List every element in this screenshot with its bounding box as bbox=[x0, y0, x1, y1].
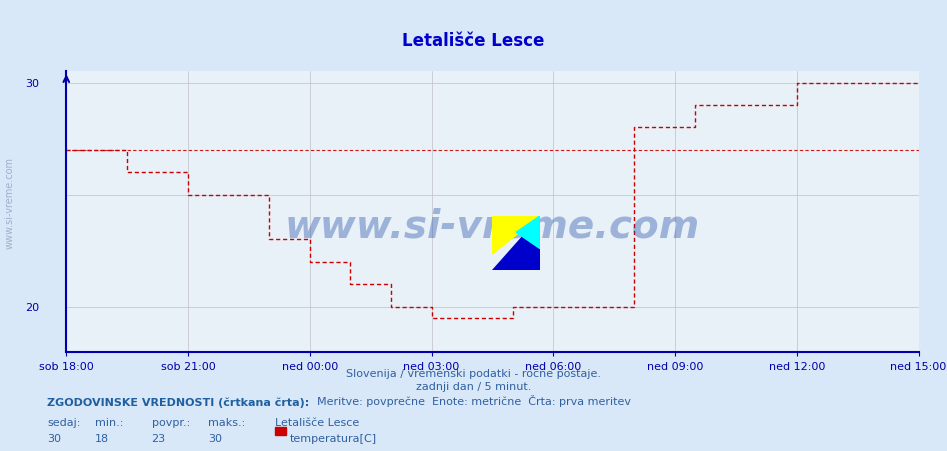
Text: zadnji dan / 5 minut.: zadnji dan / 5 minut. bbox=[416, 381, 531, 391]
Text: min.:: min.: bbox=[95, 417, 123, 427]
Text: Slovenija / vremenski podatki - ročne postaje.: Slovenija / vremenski podatki - ročne po… bbox=[346, 368, 601, 378]
Text: 30: 30 bbox=[208, 433, 223, 443]
Text: 30: 30 bbox=[47, 433, 62, 443]
Text: 30: 30 bbox=[26, 78, 39, 88]
Text: www.si-vreme.com: www.si-vreme.com bbox=[5, 157, 14, 249]
Text: 18: 18 bbox=[95, 433, 109, 443]
Text: Letališče Lesce: Letališče Lesce bbox=[402, 32, 545, 50]
Text: 20: 20 bbox=[26, 302, 39, 312]
Text: www.si-vreme.com: www.si-vreme.com bbox=[285, 207, 700, 245]
Text: Letališče Lesce: Letališče Lesce bbox=[275, 417, 359, 427]
Text: ZGODOVINSKE VREDNOSTI (črtkana črta):: ZGODOVINSKE VREDNOSTI (črtkana črta): bbox=[47, 397, 310, 407]
Text: temperatura[C]: temperatura[C] bbox=[290, 433, 377, 443]
Polygon shape bbox=[492, 216, 540, 254]
Text: maks.:: maks.: bbox=[208, 417, 245, 427]
Text: sedaj:: sedaj: bbox=[47, 417, 80, 427]
Text: povpr.:: povpr.: bbox=[152, 417, 189, 427]
Text: Meritve: povprečne  Enote: metrične  Črta: prva meritev: Meritve: povprečne Enote: metrične Črta:… bbox=[316, 395, 631, 407]
Polygon shape bbox=[516, 216, 540, 249]
Polygon shape bbox=[492, 216, 540, 271]
Text: 23: 23 bbox=[152, 433, 166, 443]
